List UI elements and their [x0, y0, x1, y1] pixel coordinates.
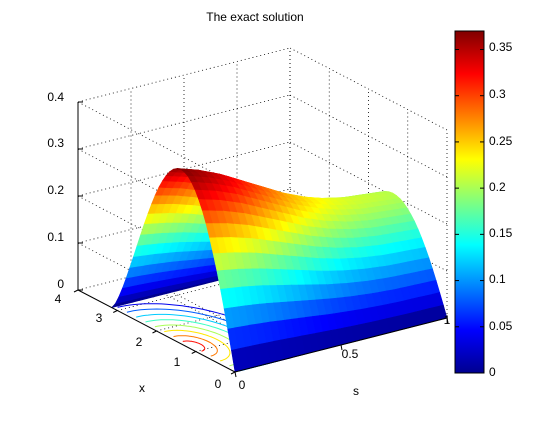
colorbar-ticks	[455, 48, 484, 374]
x-tick-label: 1	[444, 313, 451, 327]
x-axis-label: s	[353, 384, 359, 398]
y-tick-label: 1	[174, 355, 181, 369]
chart-title: The exact solution	[206, 10, 303, 24]
colorbar-tick-label: 0.35	[489, 40, 513, 54]
colorbar: 0.35 0.3 0.25 0.2 0.15 0.1 0.05 0	[454, 30, 513, 379]
colorbar-tick-label: 0.3	[489, 87, 506, 101]
z-axis: 0.4 0.3 0.2 0.1 0	[47, 90, 64, 291]
z-tick-label: 0.1	[47, 230, 64, 244]
contour-line	[164, 329, 231, 362]
x-axis: 0 0.5 1 s	[239, 313, 451, 398]
x-tick-label: 0.5	[342, 347, 359, 361]
colorbar-tick-label: 0.05	[489, 319, 513, 333]
y-axis-label: x	[139, 381, 145, 395]
y-tick-label: 4	[55, 292, 62, 306]
y-tick-label: 0	[215, 377, 222, 391]
surface	[110, 168, 448, 373]
z-tick-label: 0.4	[47, 90, 64, 104]
colorbar-tick-label: 0.1	[489, 272, 506, 286]
y-axis: 4 3 2 1 0 x	[55, 292, 222, 395]
z-tick-label: 0.3	[47, 136, 64, 150]
z-tick-label: 0	[57, 277, 64, 291]
colorbar-tick-label: 0.2	[489, 180, 506, 194]
y-tick-label: 3	[96, 311, 103, 325]
contour-line	[182, 340, 206, 352]
colorbar-tick-label: 0.25	[489, 134, 513, 148]
axis-lines	[73, 101, 449, 378]
z-tick-label: 0.2	[47, 183, 64, 197]
colorbar-gradient	[454, 30, 485, 374]
colorbar-tick-label: 0.15	[489, 226, 513, 240]
contour-line	[173, 335, 218, 357]
y-tick-label: 2	[136, 335, 143, 349]
colorbar-tick-label: 0	[489, 365, 496, 379]
x-tick-label: 0	[239, 378, 246, 392]
